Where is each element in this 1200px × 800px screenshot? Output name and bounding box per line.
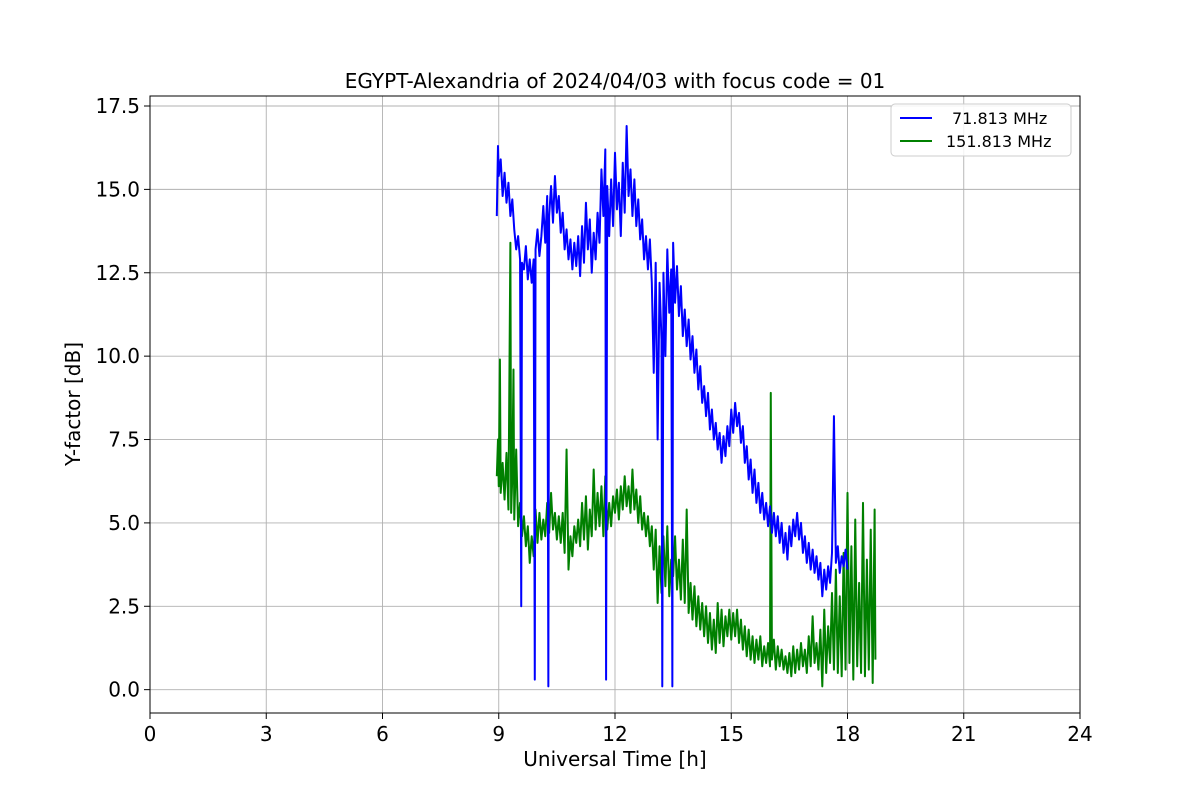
y-tick-label: 15.0 bbox=[95, 177, 140, 201]
axis-ticks: 0 3 6 9 12 15 18 21 24 0.0 2.5 5.0 7.5 10.0 12.5 15.0 17… bbox=[95, 94, 1092, 746]
legend-label-71mhz: 71.813 MHz bbox=[952, 109, 1047, 128]
x-tick-label: 3 bbox=[260, 722, 273, 746]
y-tick-label: 12.5 bbox=[95, 261, 140, 285]
y-tick-label: 17.5 bbox=[95, 94, 140, 118]
x-tick-label: 12 bbox=[602, 722, 627, 746]
x-tick-label: 24 bbox=[1067, 722, 1092, 746]
legend-box bbox=[890, 103, 1072, 157]
x-tick-label: 9 bbox=[492, 722, 505, 746]
y-tick-label: 2.5 bbox=[108, 594, 140, 618]
x-tick-label: 0 bbox=[144, 722, 157, 746]
legend-label-151mhz: 151.813 MHz bbox=[946, 132, 1051, 151]
y-tick-label: 0.0 bbox=[108, 678, 140, 702]
x-tick-label: 15 bbox=[719, 722, 744, 746]
y-tick-label: 10.0 bbox=[95, 344, 140, 368]
grid bbox=[149, 96, 1081, 713]
chart-title: EGYPT-Alexandria of 2024/04/03 with focu… bbox=[345, 69, 886, 93]
x-axis-title: Universal Time [h] bbox=[523, 747, 706, 771]
legend: 71.813 MHz 151.813 MHz bbox=[890, 103, 1072, 157]
y-tick-label: 5.0 bbox=[108, 511, 140, 535]
x-tick-label: 6 bbox=[376, 722, 389, 746]
series-group bbox=[495, 125, 877, 688]
x-tick-label: 18 bbox=[835, 722, 860, 746]
y-tick-label: 7.5 bbox=[108, 428, 140, 452]
series-151mhz-line bbox=[495, 241, 877, 688]
y-axis-title: Y-factor [dB] bbox=[61, 342, 85, 467]
series-71mhz-line bbox=[495, 125, 849, 688]
x-tick-label: 21 bbox=[951, 722, 976, 746]
